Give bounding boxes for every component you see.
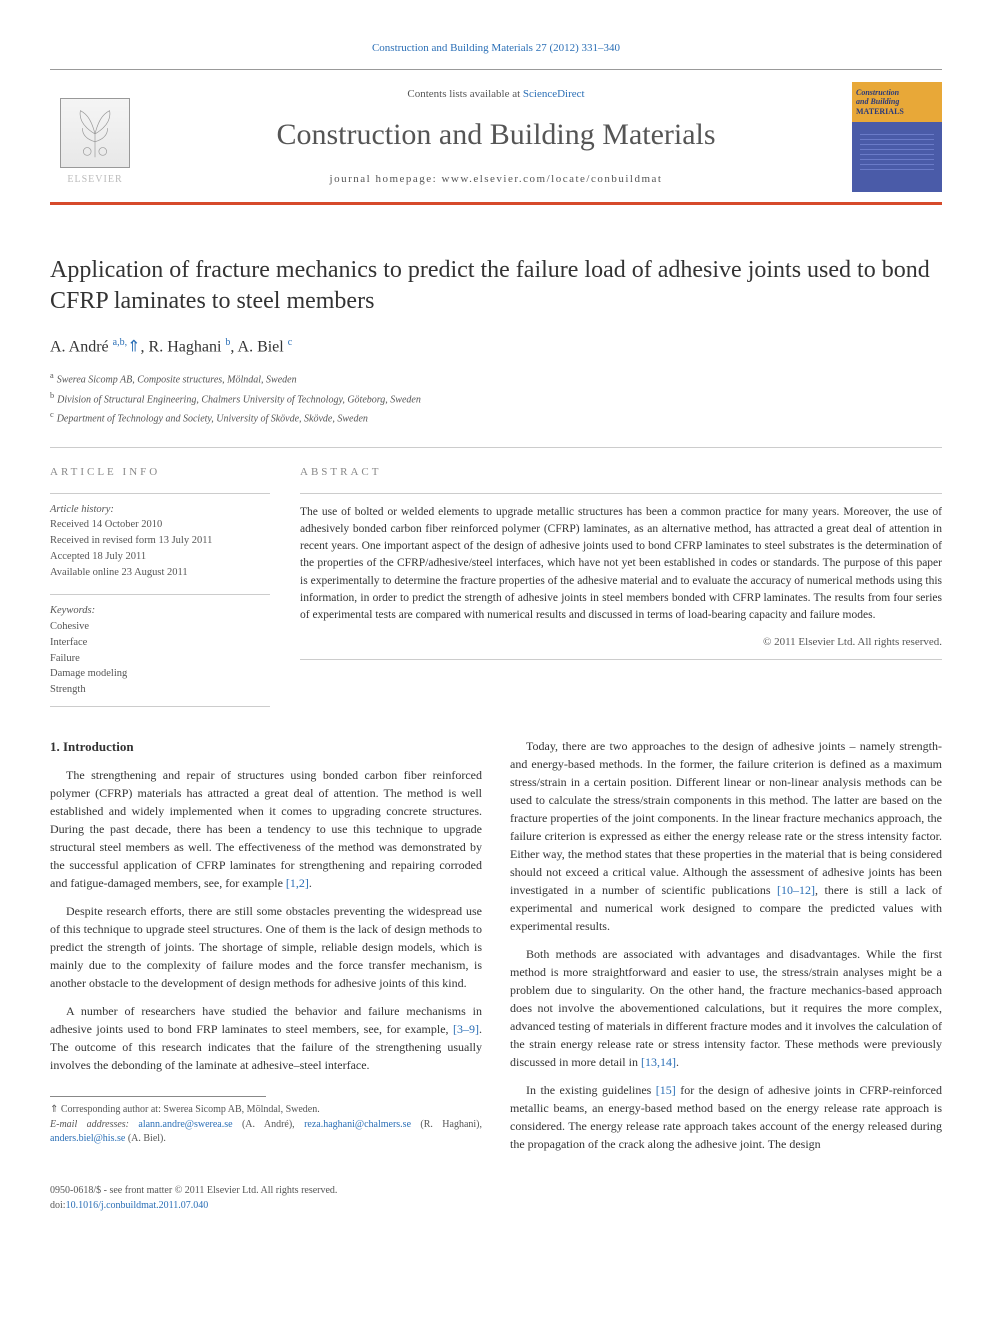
journal-header: ELSEVIER Contents lists available at Sci… <box>50 69 942 205</box>
email-link[interactable]: anders.biel@his.se <box>50 1133 125 1144</box>
history-accepted: Accepted 18 July 2011 <box>50 549 270 565</box>
history-received: Received 14 October 2010 <box>50 517 270 533</box>
history-online: Available online 23 August 2011 <box>50 565 270 581</box>
keywords-label: Keywords: <box>50 603 270 619</box>
abstract-text: The use of bolted or welded elements to … <box>300 493 942 625</box>
body-paragraph: Both methods are associated with advanta… <box>510 945 942 1071</box>
abstract-copyright: © 2011 Elsevier Ltd. All rights reserved… <box>300 634 942 660</box>
journal-homepage: journal homepage: www.elsevier.com/locat… <box>160 171 832 188</box>
body-paragraph: A number of researchers have studied the… <box>50 1002 482 1074</box>
keyword-item: Failure <box>50 651 270 667</box>
keyword-item: Cohesive <box>50 619 270 635</box>
contents-prefix: Contents lists available at <box>407 88 522 100</box>
email-link[interactable]: alann.andre@swerea.se <box>138 1119 232 1130</box>
email-link[interactable]: reza.haghani@chalmers.se <box>304 1119 411 1130</box>
keywords-block: Keywords: CohesiveInterfaceFailureDamage… <box>50 594 270 707</box>
affiliation-item: cDepartment of Technology and Society, U… <box>50 408 942 427</box>
keyword-item: Damage modeling <box>50 666 270 682</box>
journal-cover-thumbnail: Construction and Building MATERIALS <box>852 82 942 192</box>
right-column: Today, there are two approaches to the d… <box>510 737 942 1163</box>
article-info-column: ARTICLE INFO Article history: Received 1… <box>50 464 270 707</box>
body-two-column: 1. Introduction The strengthening and re… <box>50 737 942 1163</box>
affiliation-item: aSwerea Sicomp AB, Composite structures,… <box>50 369 942 388</box>
left-column: 1. Introduction The strengthening and re… <box>50 737 482 1163</box>
abstract-column: ABSTRACT The use of bolted or welded ele… <box>300 464 942 707</box>
ref-link[interactable]: [13,14] <box>641 1055 676 1069</box>
affiliations: aSwerea Sicomp AB, Composite structures,… <box>50 369 942 427</box>
corresponding-author: ⇑ Corresponding author at: Swerea Sicomp… <box>50 1103 482 1118</box>
ref-link[interactable]: [10–12] <box>777 883 815 897</box>
authors-line: A. André a,b,⇑, R. Haghani b, A. Biel c <box>50 335 942 359</box>
ref-link[interactable]: [15] <box>656 1083 676 1097</box>
footnote-separator <box>50 1096 266 1097</box>
body-paragraph: Despite research efforts, there are stil… <box>50 902 482 992</box>
issn-line: 0950-0618/$ - see front matter © 2011 El… <box>50 1183 337 1198</box>
elsevier-tree-icon <box>60 98 130 168</box>
body-paragraph: The strengthening and repair of structur… <box>50 766 482 892</box>
publisher-logo: ELSEVIER <box>50 87 140 187</box>
citation-line: Construction and Building Materials 27 (… <box>50 40 942 57</box>
keyword-item: Interface <box>50 635 270 651</box>
cover-title: Construction and Building MATERIALS <box>852 82 942 123</box>
sciencedirect-link[interactable]: ScienceDirect <box>523 88 585 100</box>
keyword-item: Strength <box>50 682 270 698</box>
ref-link[interactable]: [3–9] <box>453 1022 479 1036</box>
contents-available-line: Contents lists available at ScienceDirec… <box>160 86 832 103</box>
homepage-url: www.elsevier.com/locate/conbuildmat <box>441 173 662 185</box>
doi-value: 10.1016/j.conbuildmat.2011.07.040 <box>66 1200 209 1211</box>
cover-t1: Construction <box>856 88 938 98</box>
doi-line: doi:10.1016/j.conbuildmat.2011.07.040 <box>50 1198 337 1213</box>
article-info-label: ARTICLE INFO <box>50 464 270 481</box>
journal-name: Construction and Building Materials <box>160 112 832 157</box>
page-footer: 0950-0618/$ - see front matter © 2011 El… <box>50 1183 942 1213</box>
article-history: Article history: Received 14 October 201… <box>50 493 270 581</box>
homepage-prefix: journal homepage: <box>330 173 442 185</box>
history-revised: Received in revised form 13 July 2011 <box>50 533 270 549</box>
cover-t2: and Building <box>856 97 938 107</box>
publisher-name: ELSEVIER <box>67 172 122 187</box>
body-paragraph: Today, there are two approaches to the d… <box>510 737 942 935</box>
history-label: Article history: <box>50 502 270 518</box>
section-1-heading: 1. Introduction <box>50 737 482 757</box>
affiliation-item: bDivision of Structural Engineering, Cha… <box>50 389 942 408</box>
abstract-label: ABSTRACT <box>300 464 942 481</box>
cover-t3: MATERIALS <box>856 107 938 117</box>
ref-link[interactable]: [1,2] <box>286 876 309 890</box>
body-paragraph: In the existing guidelines [15] for the … <box>510 1081 942 1153</box>
footnotes: ⇑ Corresponding author at: Swerea Sicomp… <box>50 1103 482 1147</box>
article-title: Application of fracture mechanics to pre… <box>50 255 942 317</box>
email-addresses: E-mail addresses: alann.andre@swerea.se … <box>50 1118 482 1147</box>
